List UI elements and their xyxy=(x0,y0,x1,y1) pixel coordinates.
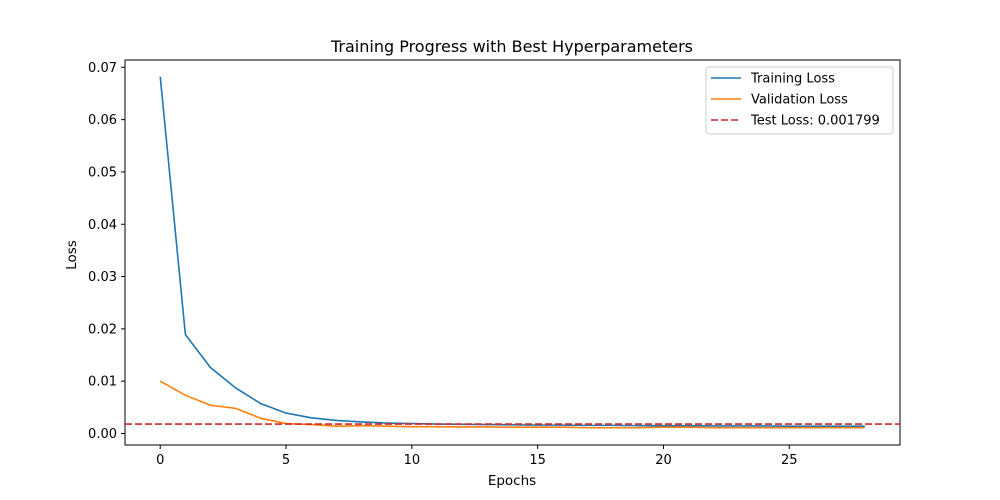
y-axis: 0.00 0.01 0.02 0.03 0.04 0.05 0.06 0.07 xyxy=(88,61,125,442)
chart-title: Training Progress with Best Hyperparamet… xyxy=(330,37,693,56)
series-line-1 xyxy=(159,380,865,429)
x-tick-label: 20 xyxy=(655,453,672,468)
legend-label-1: Validation Loss xyxy=(751,93,848,108)
series-line-0 xyxy=(159,76,865,427)
y-tick-label: 0.07 xyxy=(88,61,117,76)
y-tick-label: 0.05 xyxy=(88,165,117,180)
legend-label-2: Test Loss: 0.001799 xyxy=(750,114,880,129)
legend-frame xyxy=(705,66,894,135)
series-layer xyxy=(125,76,900,429)
y-tick-label: 0.03 xyxy=(88,270,117,285)
y-tick-label: 0.06 xyxy=(88,113,117,128)
y-axis-label: Loss xyxy=(64,240,80,270)
legend: Training Loss Validation Loss Test Loss: 0… xyxy=(705,66,894,135)
x-tick-label: 15 xyxy=(529,453,546,468)
y-tick-label: 0.00 xyxy=(88,427,117,442)
legend-label-0: Training Loss xyxy=(750,72,835,87)
x-tick-label: 25 xyxy=(781,453,798,468)
y-tick-label: 0.04 xyxy=(88,218,117,233)
x-tick-label: 5 xyxy=(282,453,290,468)
y-tick-label: 0.01 xyxy=(88,375,117,390)
x-axis: 0 5 10 15 20 25 xyxy=(156,445,798,468)
x-axis-label: Epochs xyxy=(488,473,536,489)
x-tick-label: 10 xyxy=(404,453,421,468)
y-tick-label: 0.02 xyxy=(88,322,117,337)
x-tick-label: 0 xyxy=(156,453,164,468)
